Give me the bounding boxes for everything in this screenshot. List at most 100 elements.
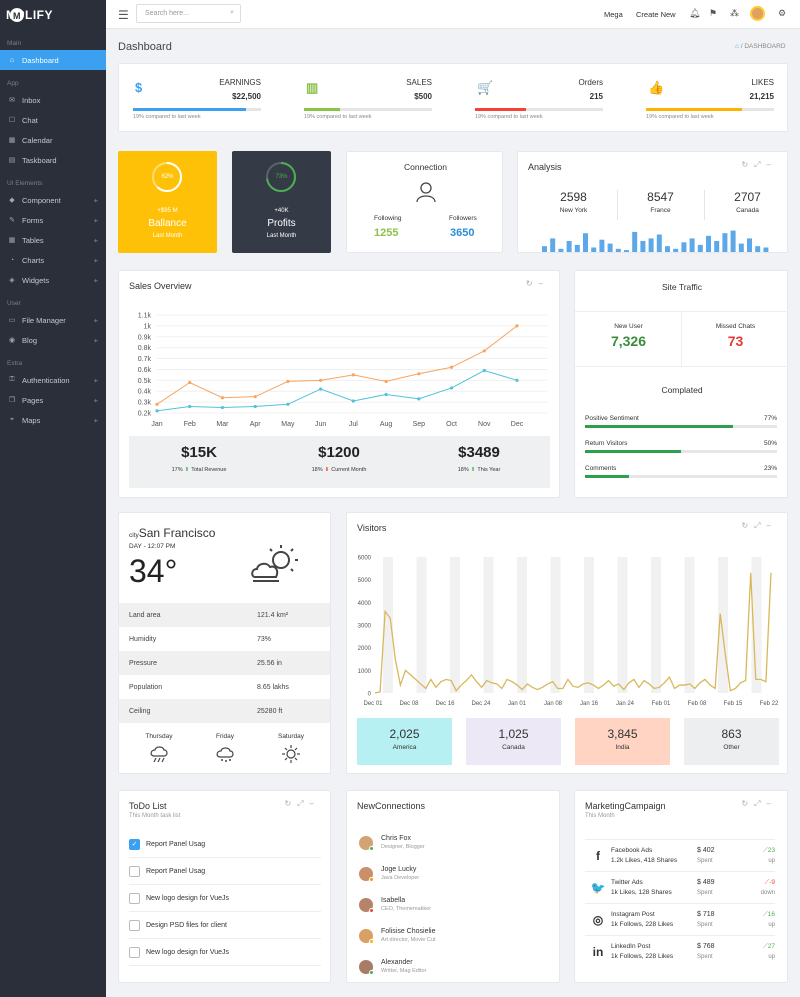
todo-checkbox[interactable] xyxy=(129,919,140,931)
sidebar-item-chat[interactable]: ☐ Chat xyxy=(0,110,106,130)
refresh-icon[interactable]: ↻ xyxy=(741,799,755,808)
status-dot xyxy=(369,876,374,882)
sidebar-item-dashboard[interactable]: ⌂ Dashboard xyxy=(0,50,106,70)
connection-name: Chris Fox xyxy=(381,835,411,842)
refresh-icon[interactable]: ↻ xyxy=(525,279,539,288)
connection-item[interactable]: Joge Lucky Java Developer xyxy=(359,858,549,889)
y-tick-label: 4000 xyxy=(358,601,372,607)
sales-total-caption: 17% ⬆ Total Revenue xyxy=(129,467,269,473)
weather-card: citySan Francisco DAY - 12:07 PM 34° Lan… xyxy=(118,512,331,774)
y-tick-label: 0.2k xyxy=(138,411,152,418)
connection-item[interactable]: Chris Fox Designer, Blogger xyxy=(359,827,549,858)
sidebar-item-taskboard[interactable]: ▤ Taskboard xyxy=(0,150,106,170)
partly-sunny-icon xyxy=(251,545,298,582)
new-user-count: 7,326 xyxy=(610,333,647,349)
campaign-spent: $ 768 xyxy=(697,942,715,950)
stat-value: 215 xyxy=(589,92,603,101)
stat-progress-bar xyxy=(304,108,432,111)
sidebar-item-charts[interactable]: ◔ Charts + xyxy=(0,250,106,270)
connection-item[interactable]: Isabella CEO, Thememakker xyxy=(359,889,549,920)
connection-item[interactable]: Folisise Chosielie Art director, Movie Cu… xyxy=(359,920,549,951)
sidebar-item-file-manager[interactable]: ▭ File Manager + xyxy=(0,310,106,330)
flag-icon[interactable]: ⚑ xyxy=(709,8,718,18)
rain-icon xyxy=(150,746,168,763)
visitors-title: Visitors xyxy=(357,523,387,533)
apps-icon[interactable]: ⁂ xyxy=(730,8,739,18)
profits-title: Profits xyxy=(267,218,296,229)
expand-icon[interactable]: ⤢ xyxy=(754,521,767,530)
region-label: India xyxy=(615,744,630,751)
breadcrumb-home-icon[interactable]: ⌂ xyxy=(735,43,739,50)
todo-checkbox[interactable] xyxy=(129,892,140,904)
todo-checkbox[interactable]: ✓ xyxy=(129,838,140,850)
sidebar-item-tables[interactable]: ▦ Tables + xyxy=(0,230,106,250)
brand-logo[interactable]: M MPLIFY xyxy=(0,0,106,30)
collapse-icon[interactable]: – xyxy=(309,799,320,808)
collapse-icon[interactable]: – xyxy=(766,799,777,808)
analysis-bar xyxy=(755,246,761,252)
todo-item[interactable]: New logo design for VueJs xyxy=(129,939,321,966)
stat-value: $500 xyxy=(414,92,432,101)
collapse-icon[interactable]: – xyxy=(766,521,777,530)
sidebar-item-widgets[interactable]: ◈ Widgets + xyxy=(0,270,106,290)
series-line xyxy=(156,369,518,412)
campaign-facebook-icon: f xyxy=(596,848,600,863)
sidebar-item-inbox[interactable]: ✉ Inbox xyxy=(0,90,106,110)
profits-card: 73% +40K Profits Last Month xyxy=(232,151,331,253)
sidebar-item-forms[interactable]: ✎ Forms + xyxy=(0,210,106,230)
expand-icon[interactable]: ⤢ xyxy=(754,160,767,169)
traffic-progress-bar xyxy=(585,450,777,453)
balance-percent: 62% xyxy=(161,174,174,180)
region-value: 2,025 xyxy=(389,727,420,741)
todo-checkbox[interactable] xyxy=(129,946,140,958)
sidebar-item-component[interactable]: ◆ Component + xyxy=(0,190,106,210)
todo-item[interactable]: Report Panel Usag xyxy=(129,858,321,885)
campaign-trend: ⟋-9 xyxy=(739,878,775,888)
sales-total-label: This Year xyxy=(477,467,501,473)
todo-checkbox[interactable] xyxy=(129,865,140,877)
notification-bell-icon[interactable]: 🔔︎ xyxy=(689,8,701,18)
campaign-trend-label: up xyxy=(768,921,775,928)
sidebar-item-blog[interactable]: ◉ Blog + xyxy=(0,330,106,350)
search-icon[interactable]: ⌕ xyxy=(230,9,234,16)
sidebar-item-pages[interactable]: ❐ Pages + xyxy=(0,390,106,410)
sidebar-item-label: Blog xyxy=(22,335,38,345)
collapse-icon[interactable]: – xyxy=(766,160,777,169)
refresh-icon[interactable]: ↻ xyxy=(741,521,755,530)
inbox-icon: ✉ xyxy=(9,97,15,104)
todo-item[interactable]: New logo design for VueJs xyxy=(129,885,321,912)
todo-item[interactable]: ✓ Report Panel Usag xyxy=(129,831,321,858)
campaign-linkedin-icon: in xyxy=(592,944,604,959)
todo-item[interactable]: Design PSD files for client xyxy=(129,912,321,939)
menu-toggle-icon[interactable]: ☰ xyxy=(118,8,129,22)
weather-row: Humidity 73% xyxy=(119,627,330,651)
card-tools: ↻⤢– xyxy=(741,160,777,170)
sidebar-item-calendar[interactable]: ▦ Calendar xyxy=(0,130,106,150)
background-band xyxy=(584,557,594,693)
collapse-icon[interactable]: – xyxy=(538,279,549,288)
sidebar-item-label: File Manager xyxy=(22,315,66,325)
y-tick-label: 2000 xyxy=(358,646,372,652)
sales-overview-card: Sales Overview ↻– 0.2k 0.3k 0.4k 0.5k 0.6k 0.… xyxy=(118,270,560,498)
sidebar-item-authentication[interactable]: ⚿ Authentication + xyxy=(0,370,106,390)
forecast-day: Saturday xyxy=(258,733,324,766)
user-avatar[interactable] xyxy=(750,6,765,21)
settings-gear-icon[interactable]: ⚙ xyxy=(778,8,787,18)
sidebar-item-maps[interactable]: ⌖ Maps + xyxy=(0,410,106,430)
sidebar-item-label: Charts xyxy=(22,255,45,265)
background-band xyxy=(416,557,427,693)
expand-icon[interactable]: ⤢ xyxy=(297,799,310,808)
expand-plus-icon: + xyxy=(93,275,98,285)
analysis-bar xyxy=(738,243,744,252)
create-new-link[interactable]: Create New xyxy=(636,10,676,19)
expand-icon[interactable]: ⤢ xyxy=(754,799,767,808)
refresh-icon[interactable]: ↻ xyxy=(741,160,755,169)
refresh-icon[interactable]: ↻ xyxy=(284,799,298,808)
forecast-day: Friday xyxy=(192,733,258,766)
connection-item[interactable]: Alexander Writter, Mag Editor xyxy=(359,951,549,982)
forecast-day-label: Friday xyxy=(215,733,235,740)
mega-menu-link[interactable]: Mega xyxy=(604,10,623,19)
sales-total-label: Total Revenue xyxy=(191,467,227,473)
expand-plus-icon: + xyxy=(93,215,98,225)
search-input[interactable]: Search here... ⌕ xyxy=(136,4,241,23)
